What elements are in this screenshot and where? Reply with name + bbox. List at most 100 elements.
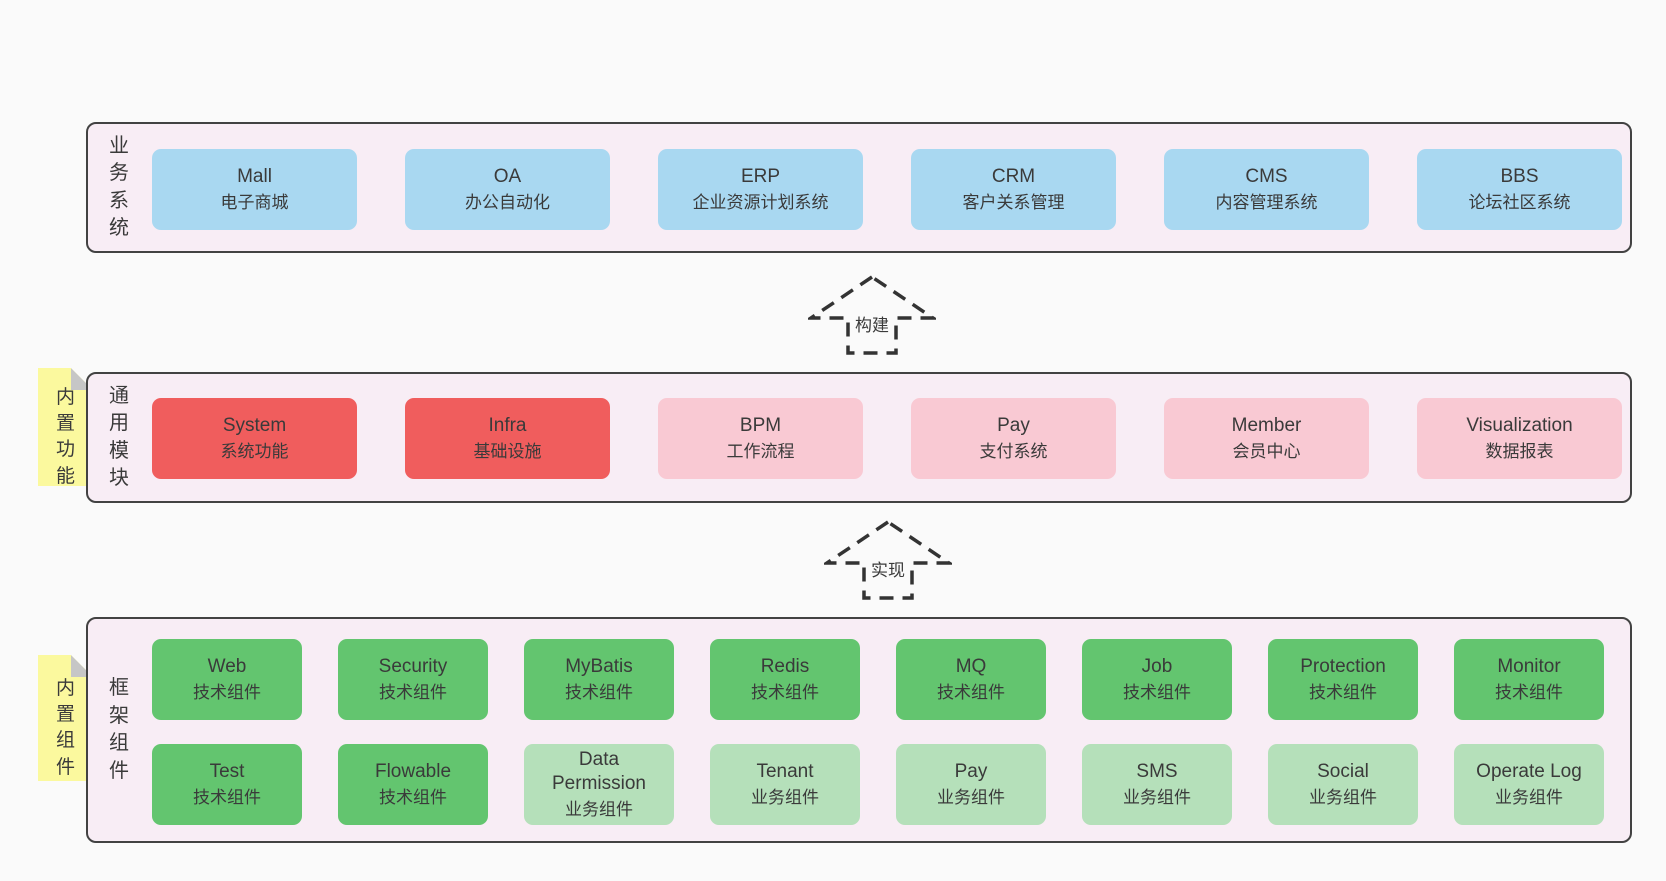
module-box-visualization: Visualization 数据报表 xyxy=(1417,398,1622,479)
module-box-title: Social xyxy=(1317,761,1369,783)
module-box-title: Member xyxy=(1231,415,1302,437)
module-box-title: Monitor xyxy=(1497,656,1561,678)
module-box-subtitle: 业务组件 xyxy=(565,800,633,820)
module-box-title: Mall xyxy=(237,166,272,188)
implement-arrow-label: 实现 xyxy=(868,555,908,582)
module-box-redis: Redis 技术组件 xyxy=(710,639,860,720)
module-box-subtitle: 数据报表 xyxy=(1485,441,1554,461)
module-box-subtitle: 业务组件 xyxy=(1309,787,1377,807)
module-box-subtitle: 业务组件 xyxy=(1495,787,1563,807)
module-box-subtitle: 技术组件 xyxy=(565,682,633,702)
dashed-up-arrow-icon xyxy=(824,519,952,600)
module-box-mq: MQ 技术组件 xyxy=(896,639,1046,720)
business-systems-panel: 业务系统 Mall 电子商城 OA 办公自动化 ERP 企业资源计划系统 CRM 客户关系管理… xyxy=(86,122,1632,253)
module-box-title: Web xyxy=(207,656,247,678)
module-box-subtitle: 技术组件 xyxy=(1123,682,1191,702)
module-box-subtitle: 基础设施 xyxy=(473,441,542,461)
framework-components-label: 框架组件 xyxy=(109,676,129,782)
module-box-data-permission: Data Permission 业务组件 xyxy=(524,744,674,825)
framework-components-panel: 框架组件 Web 技术组件 Security 技术组件 MyBatis 技术组件 Redis… xyxy=(86,617,1632,843)
module-box-flowable: Flowable 技术组件 xyxy=(338,744,488,825)
module-box-title: Pay xyxy=(997,415,1030,437)
module-box-tenant: Tenant 业务组件 xyxy=(710,744,860,825)
common-modules-row: System 系统功能 Infra 基础设施 BPM 工作流程 Pay 支付系统 Member 会… xyxy=(152,398,1622,479)
module-box-title: BBS xyxy=(1500,166,1539,188)
module-box-title: Tenant xyxy=(756,761,814,783)
business-systems-label: 业务系统 xyxy=(109,134,129,240)
module-box-crm: CRM 客户关系管理 xyxy=(911,149,1116,230)
build-arrow: 构建 xyxy=(808,274,936,356)
module-box-subtitle: 技术组件 xyxy=(1495,682,1563,702)
module-box-subtitle: 业务组件 xyxy=(937,787,1005,807)
dashed-up-arrow-icon xyxy=(808,274,936,355)
module-box-title: MyBatis xyxy=(565,656,633,678)
module-box-bbs: BBS 论坛社区系统 xyxy=(1417,149,1622,230)
module-box-subtitle: 内容管理系统 xyxy=(1215,192,1318,212)
module-box-subtitle: 技术组件 xyxy=(937,682,1005,702)
module-box-title: Data Permission xyxy=(552,748,646,795)
module-box-title: Protection xyxy=(1300,656,1386,678)
module-box-monitor: Monitor 技术组件 xyxy=(1454,639,1604,720)
module-box-subtitle: 论坛社区系统 xyxy=(1468,192,1571,212)
module-box-title: BPM xyxy=(739,415,782,437)
builtin-features-note-label: 内置功能 xyxy=(55,386,75,487)
framework-components-row-2: Test 技术组件 Flowable 技术组件 Data Permission 业务组件 T… xyxy=(152,744,1604,825)
module-box-subtitle: 客户关系管理 xyxy=(962,192,1065,212)
framework-components-row-1: Web 技术组件 Security 技术组件 MyBatis 技术组件 Redis 技术组件 M… xyxy=(152,639,1604,720)
module-box-mybatis: MyBatis 技术组件 xyxy=(524,639,674,720)
module-box-subtitle: 业务组件 xyxy=(1123,787,1191,807)
module-box-bpm: BPM 工作流程 xyxy=(658,398,863,479)
module-box-subtitle: 电子商城 xyxy=(220,192,289,212)
module-box-subtitle: 工作流程 xyxy=(726,441,795,461)
module-box-subtitle: 技术组件 xyxy=(379,787,447,807)
module-box-pay: Pay 支付系统 xyxy=(911,398,1116,479)
module-box-title: Job xyxy=(1141,656,1173,678)
business-systems-row: Mall 电子商城 OA 办公自动化 ERP 企业资源计划系统 CRM 客户关系管理 CMS 内容… xyxy=(152,149,1622,230)
module-box-operate-log: Operate Log 业务组件 xyxy=(1454,744,1604,825)
module-box-web: Web 技术组件 xyxy=(152,639,302,720)
module-box-subtitle: 技术组件 xyxy=(193,787,261,807)
module-box-mall: Mall 电子商城 xyxy=(152,149,357,230)
builtin-features-note: 内置功能 xyxy=(38,368,93,486)
module-box-member: Member 会员中心 xyxy=(1164,398,1369,479)
module-box-erp: ERP 企业资源计划系统 xyxy=(658,149,863,230)
module-box-infra: Infra 基础设施 xyxy=(405,398,610,479)
common-modules-panel: 通用模块 System 系统功能 Infra 基础设施 BPM 工作流程 Pay 支付系统 Me… xyxy=(86,372,1632,503)
module-box-title: SMS xyxy=(1136,761,1178,783)
module-box-title: Pay xyxy=(954,761,988,783)
module-box-title: CMS xyxy=(1245,166,1288,188)
module-box-title: Redis xyxy=(760,656,810,678)
module-box-system: System 系统功能 xyxy=(152,398,357,479)
module-box-title: Operate Log xyxy=(1476,761,1582,783)
module-box-title: System xyxy=(222,415,287,437)
module-box-subtitle: 技术组件 xyxy=(1309,682,1377,702)
module-box-subtitle: 系统功能 xyxy=(220,441,289,461)
build-arrow-label: 构建 xyxy=(852,310,892,337)
module-box-job: Job 技术组件 xyxy=(1082,639,1232,720)
module-box-social: Social 业务组件 xyxy=(1268,744,1418,825)
common-modules-label: 通用模块 xyxy=(109,384,129,490)
module-box-sms: SMS 业务组件 xyxy=(1082,744,1232,825)
module-box-cms: CMS 内容管理系统 xyxy=(1164,149,1369,230)
module-box-subtitle: 办公自动化 xyxy=(465,192,550,212)
module-box-title: Test xyxy=(209,761,245,783)
implement-arrow: 实现 xyxy=(824,519,952,601)
module-box-subtitle: 业务组件 xyxy=(751,787,819,807)
module-box-subtitle: 技术组件 xyxy=(751,682,819,702)
module-box-oa: OA 办公自动化 xyxy=(405,149,610,230)
builtin-components-note-label: 内置组件 xyxy=(55,677,75,778)
module-box-pay: Pay 业务组件 xyxy=(896,744,1046,825)
module-box-title: ERP xyxy=(740,166,781,188)
module-box-protection: Protection 技术组件 xyxy=(1268,639,1418,720)
module-box-subtitle: 支付系统 xyxy=(979,441,1048,461)
module-box-subtitle: 技术组件 xyxy=(193,682,261,702)
module-box-subtitle: 企业资源计划系统 xyxy=(692,192,829,212)
module-box-test: Test 技术组件 xyxy=(152,744,302,825)
module-box-title: MQ xyxy=(955,656,987,678)
module-box-title: Flowable xyxy=(374,761,452,783)
module-box-title: Infra xyxy=(488,415,527,437)
module-box-security: Security 技术组件 xyxy=(338,639,488,720)
builtin-components-note: 内置组件 xyxy=(38,655,93,781)
module-box-title: Visualization xyxy=(1466,415,1573,437)
